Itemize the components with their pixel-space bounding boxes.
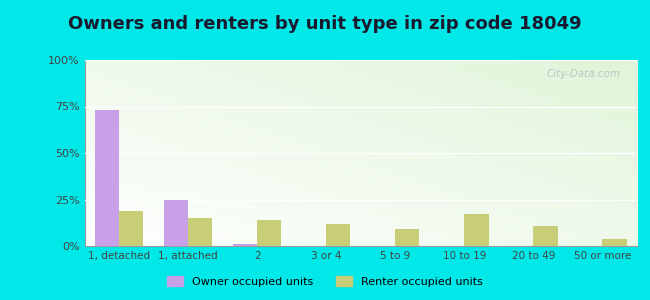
Text: City-Data.com: City-Data.com — [546, 69, 620, 79]
Bar — [164, 200, 188, 246]
Bar — [257, 220, 281, 246]
Bar — [464, 214, 489, 246]
Bar — [119, 211, 143, 246]
Bar — [395, 229, 419, 246]
Bar — [326, 224, 350, 246]
Bar — [603, 238, 627, 246]
Bar — [233, 244, 257, 246]
Bar — [534, 226, 558, 246]
Bar — [95, 110, 119, 246]
Bar — [188, 218, 213, 246]
Legend: Owner occupied units, Renter occupied units: Owner occupied units, Renter occupied un… — [162, 272, 488, 291]
Text: Owners and renters by unit type in zip code 18049: Owners and renters by unit type in zip c… — [68, 15, 582, 33]
